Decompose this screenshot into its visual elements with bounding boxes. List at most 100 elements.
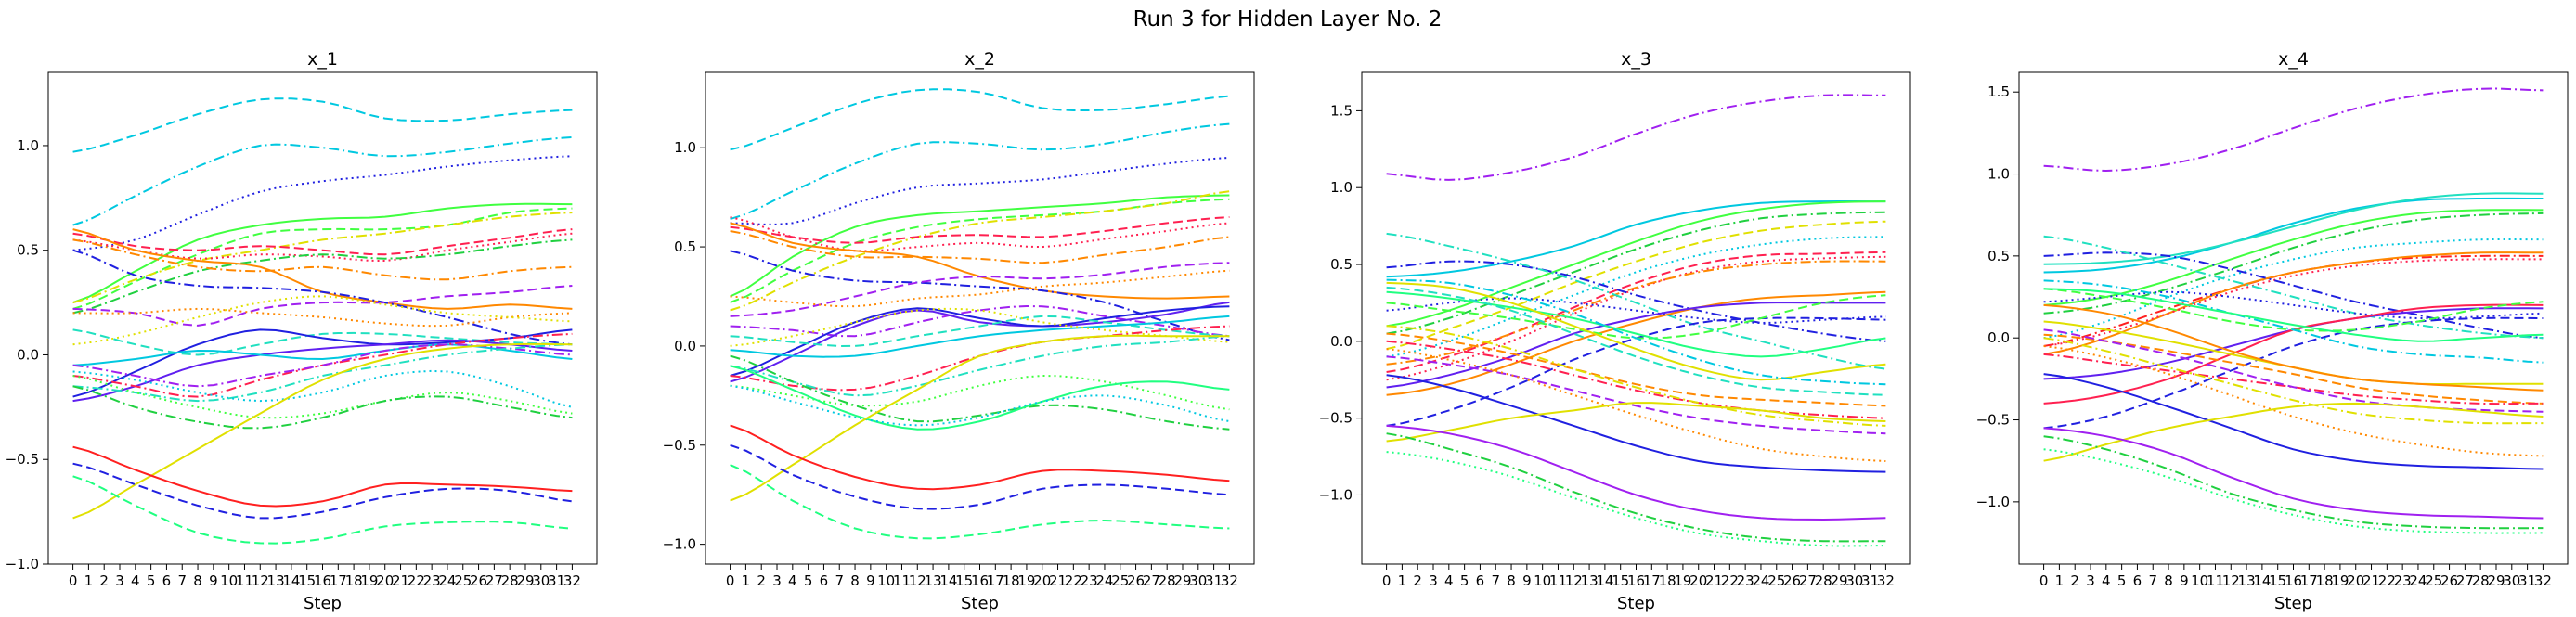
series-line-21 — [2043, 353, 2544, 405]
x-tick-label: 28 — [1815, 572, 1832, 589]
x-tick-label: 30 — [532, 572, 550, 589]
x-axis-label: Step — [304, 594, 342, 613]
series-line-11 — [72, 228, 573, 310]
y-tick-label: 0.5 — [674, 238, 696, 255]
x-tick-label: 5 — [804, 572, 813, 589]
x-tick-label: 6 — [1476, 572, 1485, 589]
figure-title: Run 3 for Hidden Layer No. 2 — [1133, 7, 1443, 32]
series-line-28 — [730, 443, 1230, 510]
x-tick-label: 11 — [2207, 572, 2224, 589]
x-tick-label: 12 — [1565, 572, 1583, 589]
series-lines — [72, 97, 573, 545]
series-line-23 — [2043, 337, 2544, 425]
series-line-1 — [1386, 94, 1886, 181]
x-tick-label: 4 — [2102, 572, 2111, 589]
x-tick-label: 13 — [2238, 572, 2256, 589]
x-tick-label: 0 — [2039, 572, 2049, 589]
series-line-13 — [2043, 316, 2544, 430]
x-tick-label: 24 — [1095, 572, 1113, 589]
x-tick-label: 25 — [1111, 572, 1129, 589]
x-tick-label: 20 — [2347, 572, 2364, 589]
series-line-19 — [730, 307, 1230, 347]
x-axis-label: Step — [1617, 594, 1655, 613]
x-tick-label: 32 — [1877, 572, 1895, 589]
x-tick-label: 9 — [866, 572, 875, 589]
series-line-27 — [72, 445, 573, 508]
series-line-29 — [730, 464, 1230, 540]
series-line-19 — [1386, 278, 1886, 386]
x-tick-label: 11 — [1549, 572, 1567, 589]
x-axis-label: Step — [961, 594, 999, 613]
x-tick-label: 2 — [2070, 572, 2079, 589]
series-line-15 — [730, 301, 1230, 383]
x-tick-label: 12 — [909, 572, 926, 589]
series-line-13 — [730, 269, 1230, 308]
series-line-4 — [2043, 209, 2544, 306]
subplot-x-3: −1.0−0.50.00.51.01.50 1 2 3 4 5 6 7 8 9 1011121314… — [1319, 49, 1911, 613]
x-tick-label: 12 — [252, 572, 269, 589]
series-line-21 — [72, 343, 573, 388]
series-line-1 — [2043, 87, 2544, 172]
y-tick-label: 1.0 — [1987, 166, 2010, 183]
series-line-13 — [72, 285, 573, 327]
series-line-23 — [72, 375, 573, 419]
series-line-20 — [2043, 333, 2544, 405]
x-tick-label: 23 — [1737, 572, 1754, 589]
x-tick-label: 9 — [209, 572, 218, 589]
x-tick-label: 21 — [2362, 572, 2380, 589]
x-tick-label: 12 — [2222, 572, 2240, 589]
series-line-19 — [72, 343, 573, 366]
x-tick-label: 17 — [2300, 572, 2318, 589]
series-line-26 — [2043, 373, 2544, 470]
x-tick-label: 6 — [820, 572, 829, 589]
x-tick-label: 18 — [1659, 572, 1676, 589]
series-line-3 — [730, 156, 1230, 225]
series-line-11 — [730, 250, 1230, 341]
y-tick-label: 0.0 — [17, 346, 39, 363]
series-line-17 — [1386, 290, 1886, 358]
series-line-8 — [1386, 255, 1886, 381]
x-tick-label: 30 — [1845, 572, 1863, 589]
x-tick-label: 25 — [2425, 572, 2442, 589]
series-line-24 — [2043, 345, 2544, 457]
x-tick-label: 20 — [1689, 572, 1707, 589]
series-line-29 — [2043, 435, 2544, 530]
series-line-7 — [2043, 251, 2544, 355]
series-line-14 — [730, 305, 1230, 338]
x-tick-label: 14 — [939, 572, 957, 589]
x-tick-label: 9 — [2180, 572, 2189, 589]
x-tick-label: 21 — [1705, 572, 1723, 589]
x-tick-label: 29 — [516, 572, 534, 589]
x-tick-label: 32 — [2534, 572, 2552, 589]
series-lines — [730, 88, 1230, 540]
series-line-1 — [730, 88, 1230, 151]
x-tick-label: 15 — [1612, 572, 1629, 589]
axes-frame — [2018, 71, 2569, 565]
series-line-14 — [1386, 290, 1886, 396]
y-tick-label: 1.0 — [1330, 179, 1353, 196]
x-tick-label: 17 — [330, 572, 347, 589]
x-tick-label: 17 — [987, 572, 1004, 589]
x-tick-label: 17 — [1643, 572, 1661, 589]
x-tick-label: 29 — [1830, 572, 1847, 589]
x-tick-label: 16 — [314, 572, 331, 589]
x-tick-label: 23 — [423, 572, 441, 589]
x-tick-label: 3 — [772, 572, 782, 589]
y-tick-label: −0.5 — [1976, 412, 2010, 429]
x-tick-label: 27 — [1143, 572, 1160, 589]
series-line-21 — [1386, 340, 1886, 419]
series-line-2 — [1386, 200, 1886, 278]
x-tick-label: 5 — [2117, 572, 2127, 589]
series-line-27 — [730, 424, 1230, 491]
series-line-15 — [2043, 303, 2544, 405]
series-line-5 — [72, 207, 573, 310]
x-tick-label: 29 — [2487, 572, 2505, 589]
series-line-29 — [72, 475, 573, 545]
y-tick-label: 0.0 — [1987, 329, 2010, 346]
series-line-4 — [1386, 211, 1886, 335]
x-tick-label: 31 — [1861, 572, 1879, 589]
x-tick-label: 16 — [1627, 572, 1645, 589]
x-tick-label: 22 — [1065, 572, 1082, 589]
x-tick-label: 5 — [147, 572, 156, 589]
